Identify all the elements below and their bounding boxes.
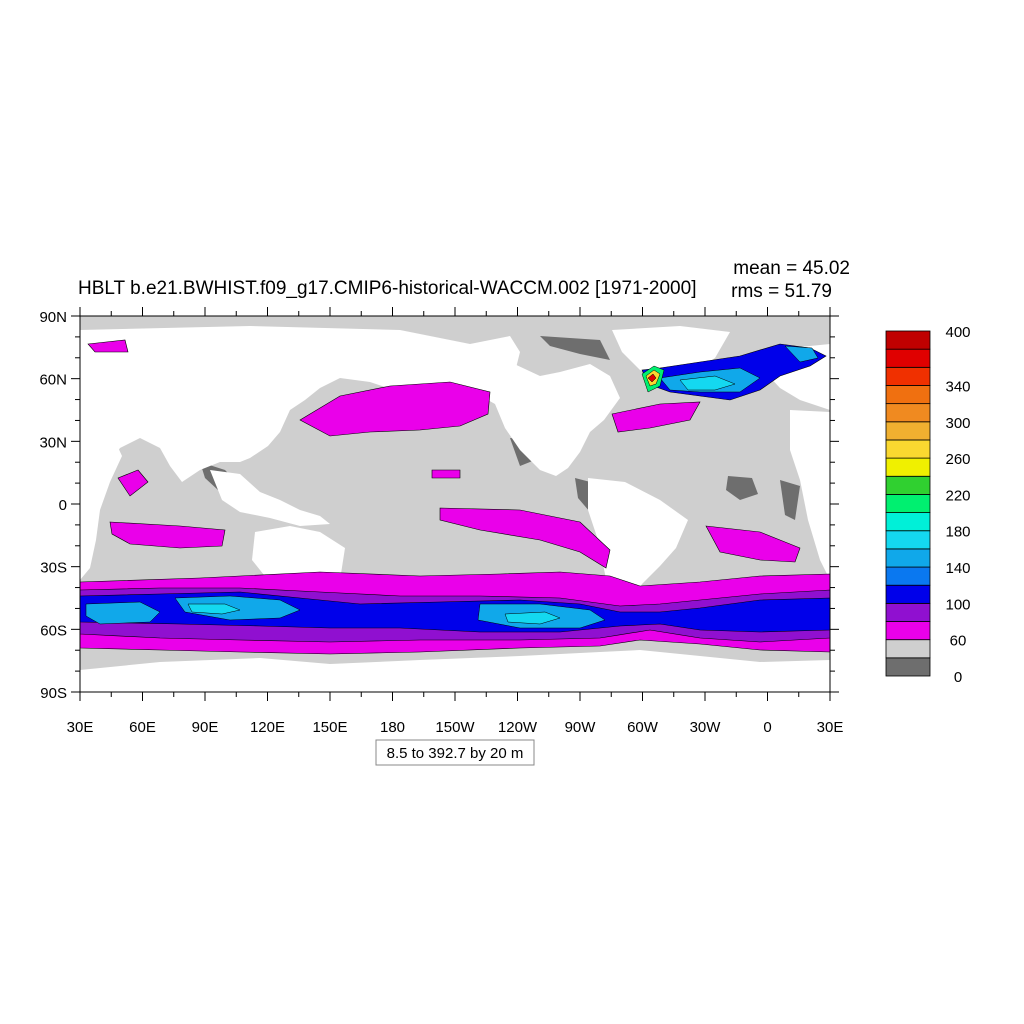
colorbar-label: 340 (945, 378, 970, 395)
colorbar-swatch (885, 530, 931, 550)
lat-tick-label: 30S (40, 560, 67, 577)
africa-west (790, 410, 830, 580)
colorbar-label: 0 (954, 669, 962, 686)
colorbar-swatch (885, 330, 931, 350)
lon-tick-label: 120E (250, 719, 285, 736)
lon-tick-label: 150W (435, 719, 475, 736)
antarctica (80, 650, 830, 692)
lon-tick-label: 0 (763, 719, 771, 736)
land-masses (80, 326, 830, 692)
north-america (420, 348, 620, 476)
colorbar-label: 180 (945, 524, 970, 541)
colorbar: 0 60 100 140 180 220 260 300 340 400 (885, 324, 971, 686)
lat-tick-label: 60N (39, 372, 67, 389)
colorbar-label: 300 (945, 415, 970, 432)
lon-tick-label: 60W (627, 719, 659, 736)
colorbar-swatch (885, 657, 931, 677)
mean-stat: mean = 45.02 (733, 258, 850, 279)
colorbar-swatch (885, 602, 931, 622)
colorbar-swatch (885, 457, 931, 477)
lon-tick-label: 30E (817, 719, 844, 736)
colorbar-swatch (885, 403, 931, 423)
latitude-axis: 90N 60N 30N 0 30S 60S 90S (39, 309, 839, 702)
colorbar-swatch (885, 385, 931, 405)
colorbar-swatch (885, 439, 931, 459)
colorbar-swatch (885, 548, 931, 568)
colorbar-swatch (885, 494, 931, 513)
longitude-axis: 30E 60E 90E 120E 150E 180 150W 120W 90W 60W 30W 0 30… (67, 307, 844, 736)
eurasia (80, 326, 520, 482)
lon-tick-label: 30E (67, 719, 94, 736)
colorbar-swatch (885, 566, 931, 586)
colorbar-label: 400 (945, 324, 970, 341)
map-field (80, 316, 830, 692)
lon-tick-label: 120W (498, 719, 538, 736)
contour-level-160 (187, 375, 736, 625)
colorbar-label: 260 (945, 451, 970, 468)
lat-tick-label: 90S (40, 685, 67, 702)
lon-tick-label: 90W (565, 719, 597, 736)
africa-east (80, 420, 122, 580)
lat-tick-label: 90N (39, 309, 67, 326)
colorbar-swatch (885, 421, 931, 441)
contour-level-high (641, 365, 665, 393)
se-asia (210, 470, 330, 526)
colorbar-label: 140 (945, 560, 970, 577)
colorbar-swatch (885, 512, 931, 532)
info-box (375, 739, 535, 766)
colorbar-label: 100 (945, 596, 970, 613)
colorbar-label: 60 (950, 633, 967, 650)
lat-tick-label: 60S (40, 622, 67, 639)
info-box-text: 8.5 to 392.7 by 20 m (387, 745, 524, 762)
colorbar-swatch (885, 475, 931, 495)
rms-stat: rms = 51.79 (731, 281, 832, 302)
greenland (612, 326, 730, 382)
colorbar-swatch (885, 639, 931, 659)
lon-tick-label: 30W (690, 719, 722, 736)
lat-tick-label: 30N (39, 434, 67, 451)
colorbar-swatch (885, 348, 931, 368)
lon-tick-label: 60E (129, 719, 156, 736)
colorbar-label: 220 (945, 487, 970, 504)
lon-tick-label: 150E (312, 719, 347, 736)
colorbar-swatch (885, 366, 931, 386)
colorbar-swatch (885, 584, 931, 604)
map-title: HBLT b.e21.BWHIST.f09_g17.CMIP6-historic… (78, 278, 696, 299)
lon-tick-label: 90E (192, 719, 219, 736)
colorbar-swatch (885, 621, 931, 641)
lon-tick-label: 180 (380, 719, 405, 736)
lat-tick-label: 0 (59, 497, 67, 514)
